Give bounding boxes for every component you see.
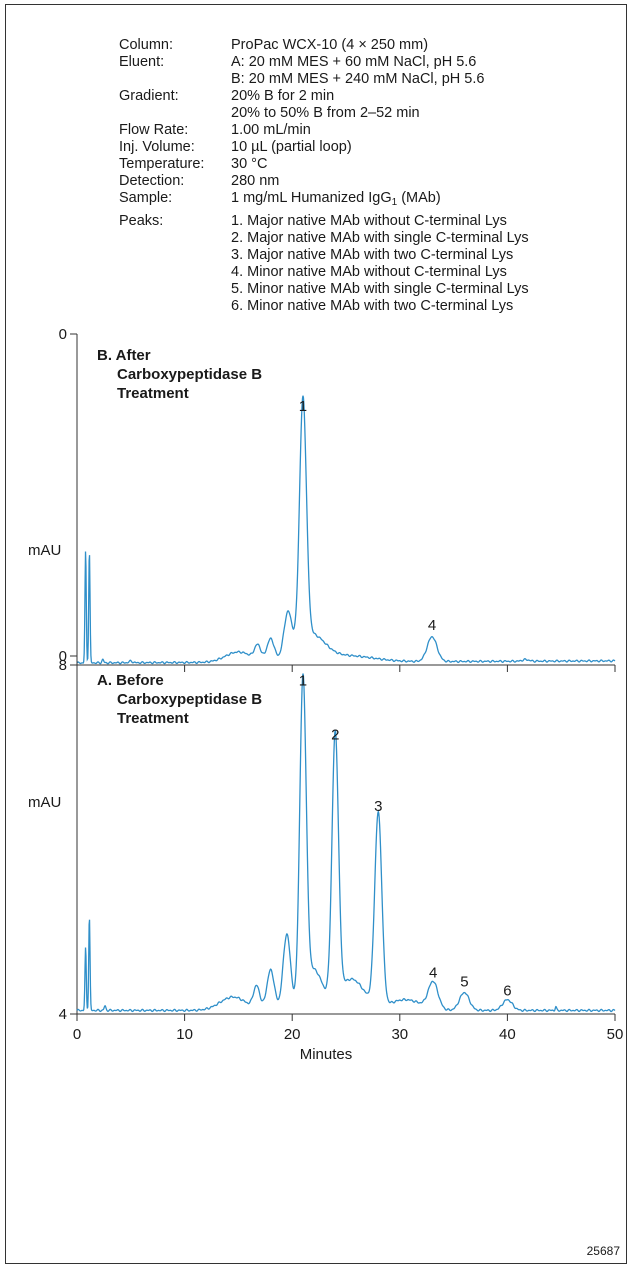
peak-label: 1 [299,673,307,690]
y-tick-label: 8 [59,657,67,674]
condition-value: 4. Minor native MAb without C-terminal L… [231,264,507,280]
x-tick-label: 30 [391,1026,408,1043]
peak-label: 1 [299,398,307,415]
condition-value: 1.00 mL/min [231,122,311,138]
condition-value: 2. Major native MAb with single C-termin… [231,230,529,246]
x-axis-label: Minutes [300,1046,353,1063]
panel-title-line: A. Before [97,672,164,689]
condition-label: Column: [119,37,173,53]
condition-value: 3. Major native MAb with two C-terminal … [231,247,514,263]
panel-title-line: Treatment [117,710,189,727]
condition-value: B: 20 mM MES + 240 mM NaCl, pH 5.6 [231,71,485,87]
y-axis-label: mAU [28,542,61,559]
condition-label: Inj. Volume: [119,139,195,155]
condition-value: 30 °C [231,156,268,172]
sample-suffix: (MAb) [397,190,441,206]
condition-label: Peaks: [119,213,164,229]
condition-label: Sample: [119,190,173,206]
condition-value: 1. Major native MAb without C-terminal L… [231,213,507,229]
condition-value: 280 nm [231,173,280,189]
figure-id: 25687 [587,1244,621,1258]
condition-value: 10 µL (partial loop) [231,139,352,155]
peak-label: 5 [460,973,468,990]
condition-value: 6. Minor native MAb with two C-terminal … [231,298,514,314]
condition-value: 1 mg/mL Humanized IgG1 (MAb) [231,190,441,208]
chromatogram-trace [76,395,616,665]
condition-value: 20% to 50% B from 2–52 min [231,105,420,121]
peak-label: 2 [331,726,339,743]
panel-title-line: Treatment [117,385,189,402]
sample-text: 1 mg/mL Humanized IgG [231,190,392,206]
peak-label: 3 [374,798,382,815]
condition-label: Temperature: [119,156,205,172]
chromatogram-trace [76,673,616,1013]
y-axis-label: mAU [28,794,61,811]
peak-label: 6 [503,982,511,999]
condition-label: Eluent: [119,54,165,70]
sample-subscript: 1 [391,197,398,208]
x-tick-label: 50 [607,1026,624,1043]
figure-frame [5,4,627,1264]
panel-title-line: Carboxypeptidase B [117,691,262,708]
condition-label: Flow Rate: [119,122,189,138]
y-tick-label: 0 [59,648,67,665]
y-tick-label: 0 [59,326,67,343]
condition-value: A: 20 mM MES + 60 mM NaCl, pH 5.6 [231,54,477,70]
peak-label: 4 [429,964,437,981]
condition-value: 20% B for 2 min [231,88,335,104]
condition-label: Detection: [119,173,185,189]
x-tick-label: 40 [499,1026,516,1043]
peak-label: 4 [428,617,436,634]
y-tick-label: 4 [59,1006,67,1023]
condition-label: Gradient: [119,88,179,104]
panel-title-line: Carboxypeptidase B [117,366,262,383]
x-tick-label: 20 [284,1026,301,1043]
panel-title-line: B. After [97,347,151,364]
conditions-block: Column: ProPac WCX-10 (4 × 250 mm) Eluent… [0,0,634,410]
condition-value: ProPac WCX-10 (4 × 250 mm) [231,37,429,53]
x-tick-label: 10 [176,1026,193,1043]
condition-value: 5. Minor native MAb with single C-termin… [231,281,529,297]
x-tick-label: 0 [73,1026,81,1043]
